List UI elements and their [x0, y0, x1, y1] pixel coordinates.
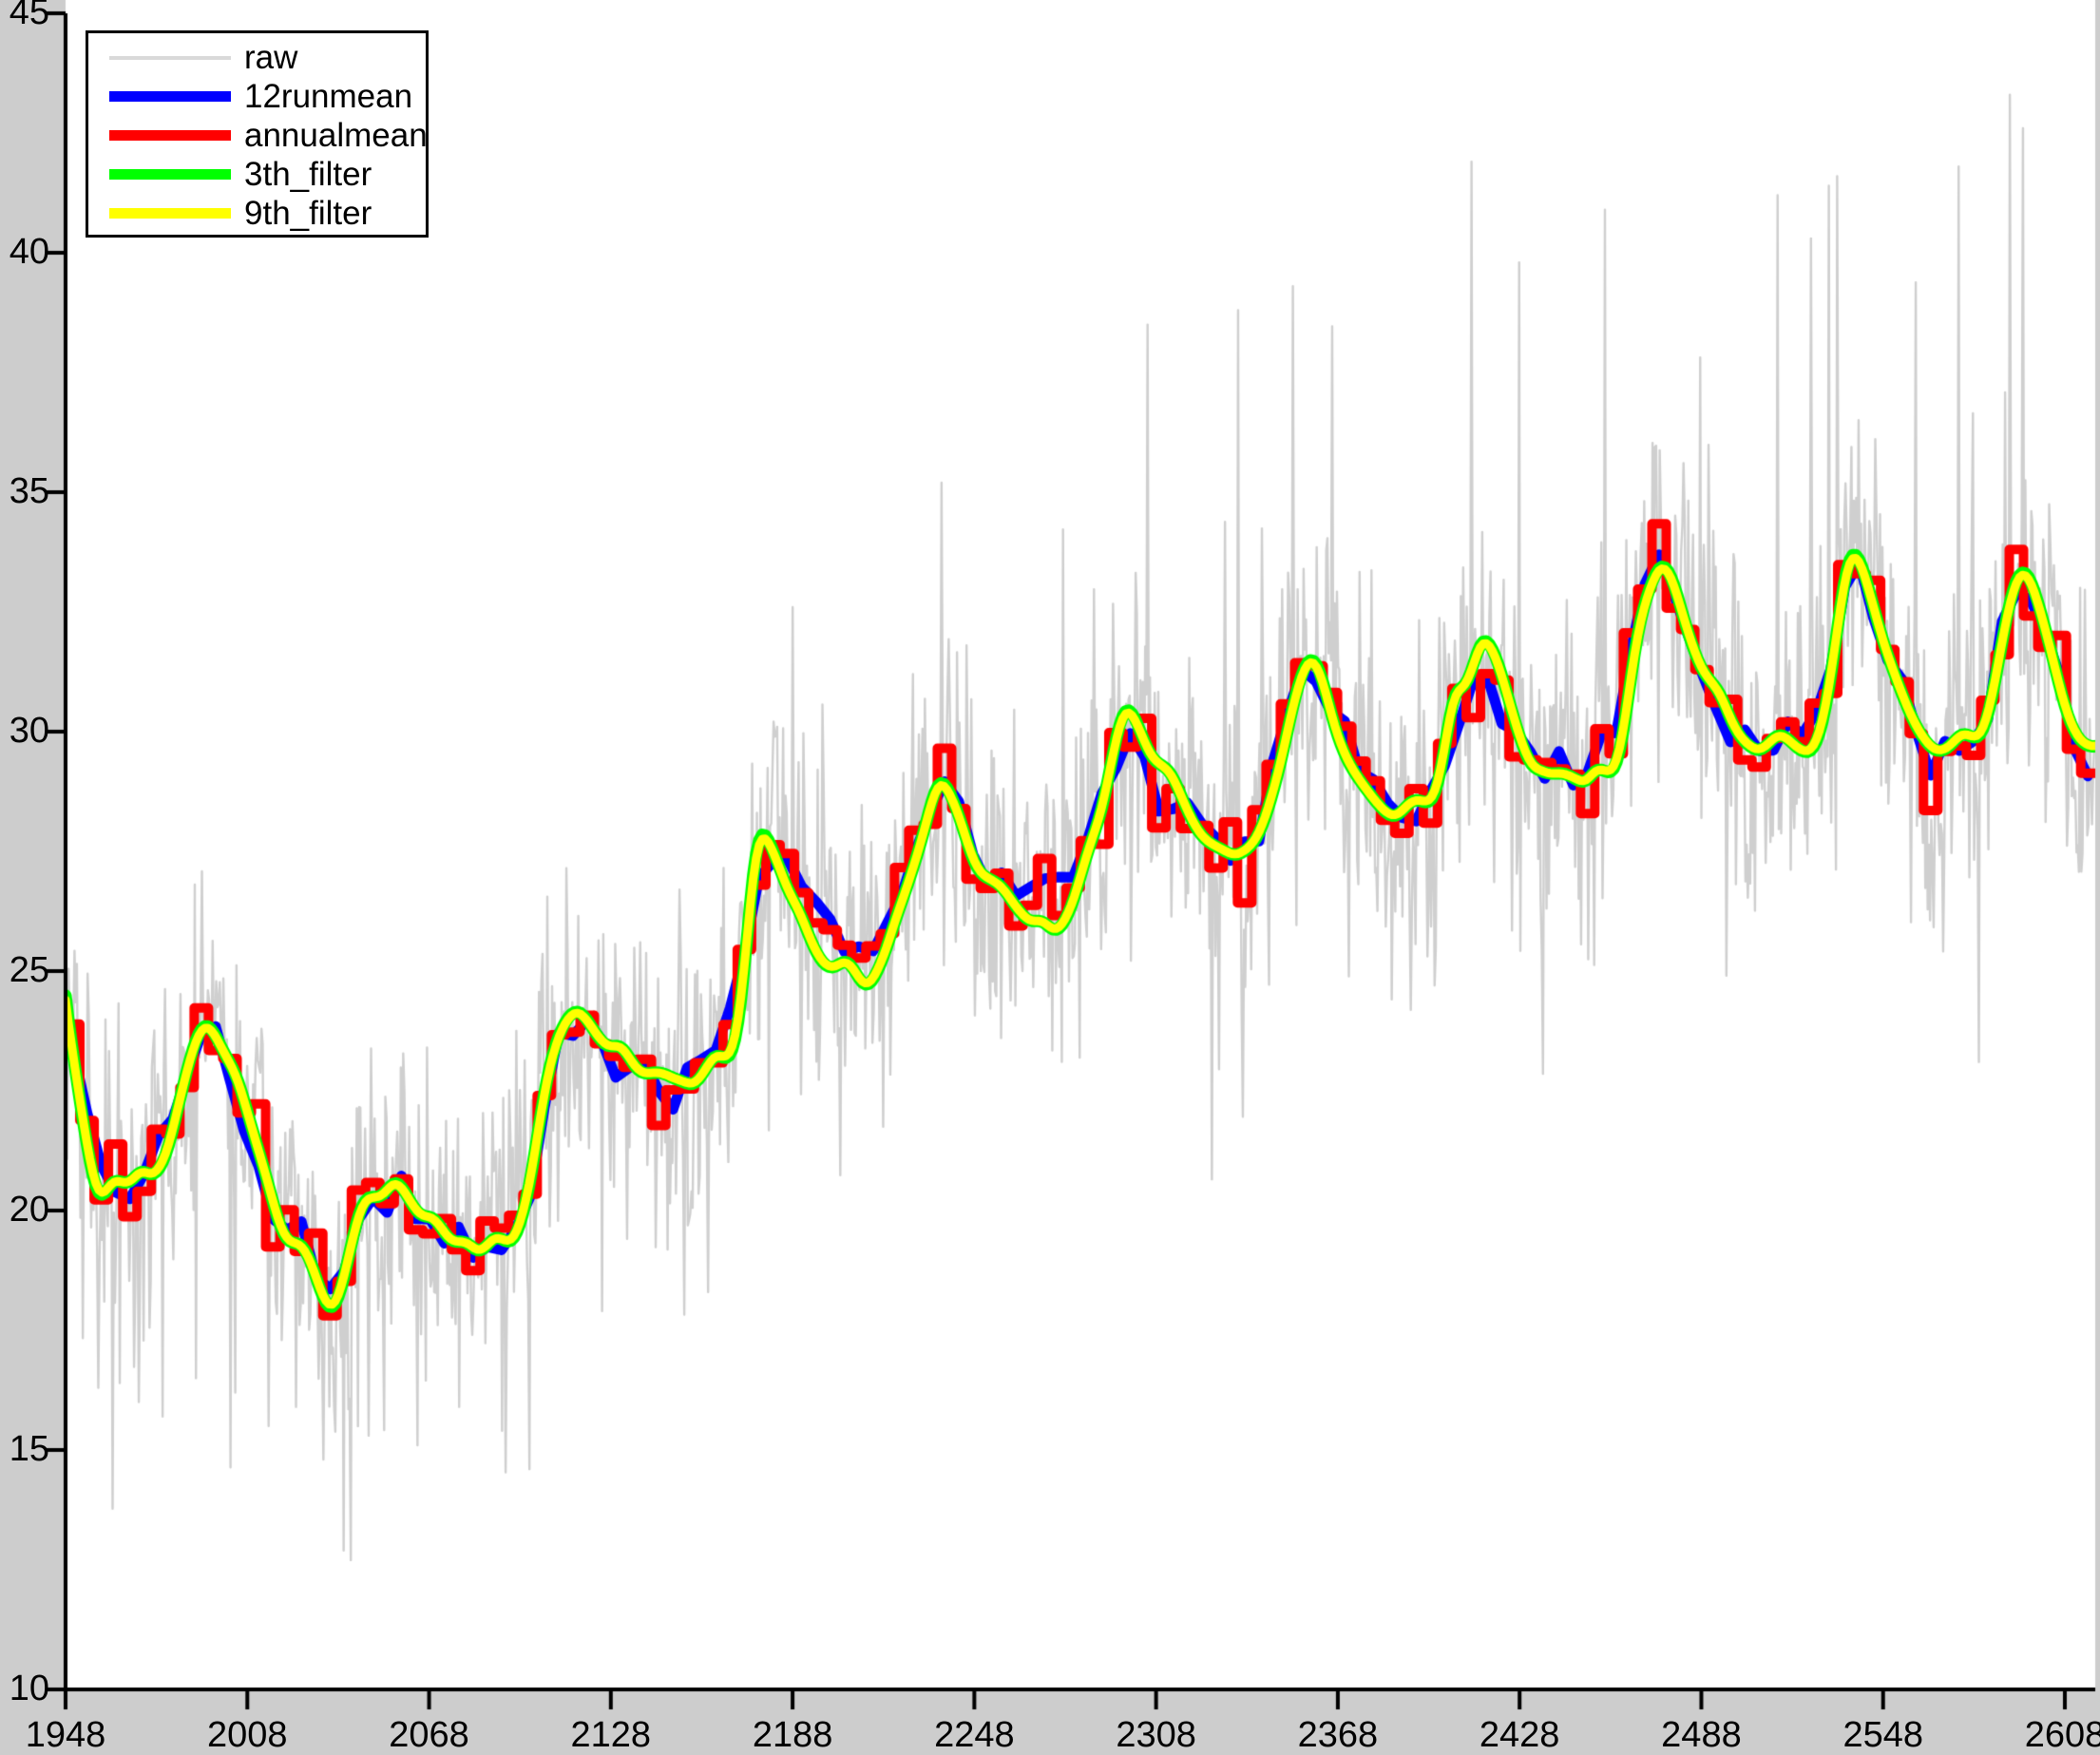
y-tick-label: 25 — [9, 950, 49, 990]
y-tick-label: 35 — [9, 471, 49, 511]
12runmean-line-swatch — [109, 91, 231, 102]
x-tick-label: 2188 — [752, 1715, 833, 1755]
x-tick-label: 2128 — [570, 1715, 652, 1755]
x-tick-label: 2428 — [1479, 1715, 1560, 1755]
y-tick-label: 20 — [9, 1190, 49, 1230]
legend-entry-raw: raw — [88, 38, 426, 77]
y-tick-label: 15 — [9, 1429, 49, 1469]
y-tick-label: 10 — [9, 1669, 49, 1708]
legend-label-annualmean: annualmean — [244, 116, 428, 154]
legend-label-3th-filter: 3th_filter — [244, 155, 372, 193]
y-tick-label: 45 — [9, 0, 49, 32]
3th-filter-line-swatch — [109, 169, 231, 180]
legend-label-raw: raw — [244, 38, 298, 76]
legend-box: raw 12runmean annualmean 3th_filter 9th_… — [86, 30, 429, 238]
legend-entry-12runmean: 12runmean — [88, 77, 426, 116]
legend-entry-3th-filter: 3th_filter — [88, 155, 426, 194]
x-tick-label: 2008 — [206, 1715, 288, 1755]
legend-entry-9th-filter: 9th_filter — [88, 194, 426, 233]
x-tick-label: 2548 — [1842, 1715, 1923, 1755]
legend-label-9th-filter: 9th_filter — [244, 194, 372, 232]
y-tick-label: 40 — [9, 232, 49, 272]
annualmean-line-swatch — [109, 130, 231, 141]
x-tick-label: 2488 — [1661, 1715, 1742, 1755]
y-tick-label: 30 — [9, 711, 49, 751]
x-tick-label: 1948 — [25, 1715, 106, 1755]
9th-filter-line-swatch — [109, 208, 231, 219]
x-tick-label: 2368 — [1297, 1715, 1379, 1755]
legend-entry-annualmean: annualmean — [88, 116, 428, 155]
x-tick-label: 2608 — [2024, 1715, 2100, 1755]
x-tick-label: 2068 — [389, 1715, 469, 1755]
legend-label-12runmean: 12runmean — [244, 77, 413, 115]
x-tick-label: 2248 — [934, 1715, 1015, 1755]
x-tick-label: 2308 — [1116, 1715, 1196, 1755]
raw-line-swatch — [109, 55, 231, 60]
